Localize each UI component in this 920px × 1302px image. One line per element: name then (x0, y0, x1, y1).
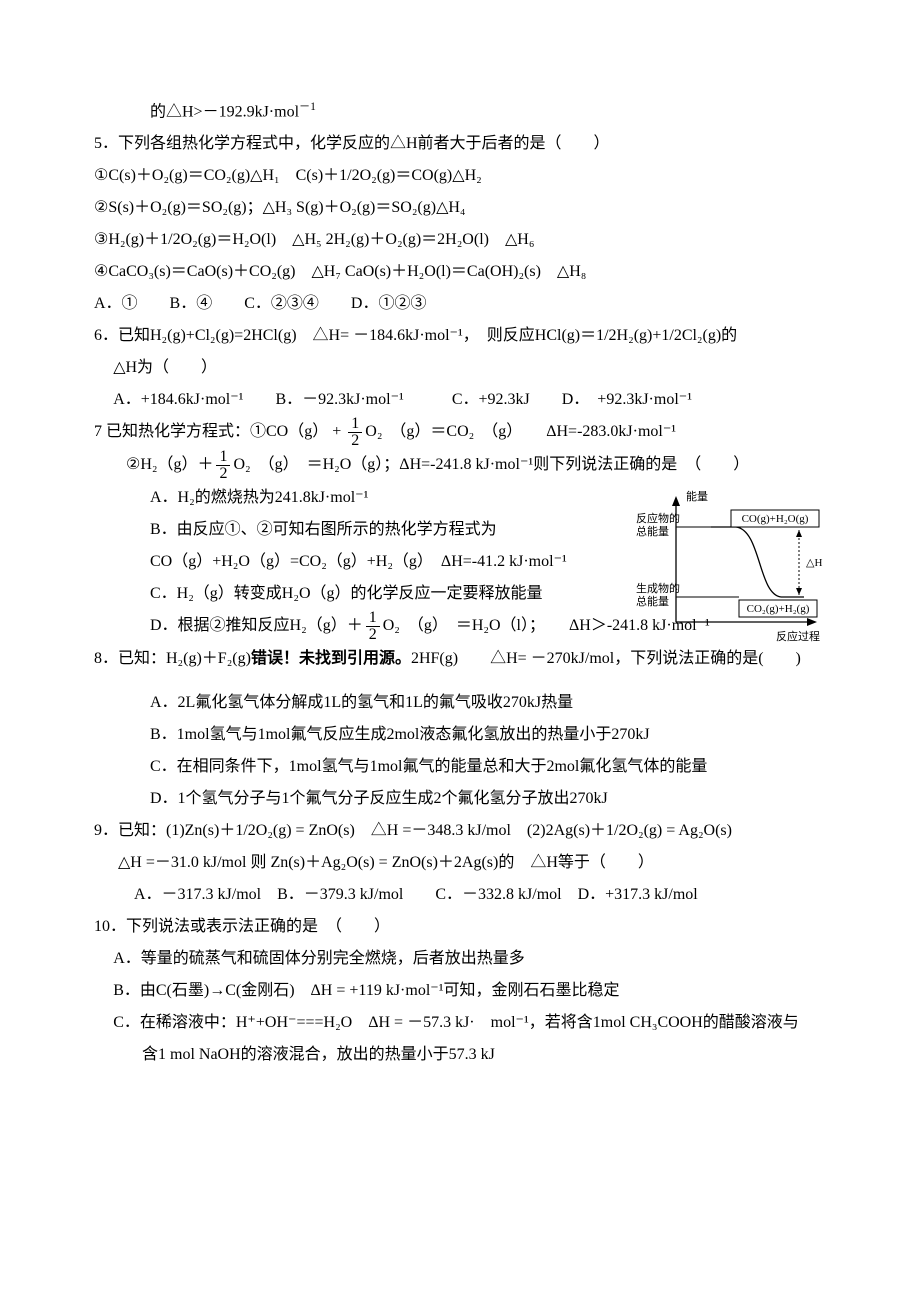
q8-optD: D．1个氢气分子与1个氟气分子反应生成2个氟化氢分子放出270kJ (94, 783, 826, 815)
q8-stem-b: 2HF(g) △H= －270kJ/mol，下列说法正确的是( ) (411, 650, 801, 667)
q7-stem-pre: 7 已知热化学方程式：①CO（g） + (94, 424, 345, 441)
svg-text:总能量: 总能量 (636, 594, 669, 608)
svg-text:CO(g)+H₂O(g): CO(g)+H₂O(g) (742, 513, 809, 525)
q7-line2-pre: ②H₂（g）＋ (126, 457, 213, 474)
q5-eq2: ②S(s)＋O₂(g)＝SO₂(g)；△H₃ S(g)＋O₂(g)＝SO₂(g)… (94, 192, 826, 224)
q10-optC2: 含1 mol NaOH的溶液混合，放出的热量小于57.3 kJ (94, 1039, 826, 1071)
q8-stem: 8．已知：H₂(g)＋F₂(g)错误！未找到引用源。2HF(g) △H= －27… (94, 643, 826, 675)
q7-frac-2: 12 (216, 449, 230, 482)
q5-eq1: ①C(s)＋O₂(g)＝CO₂(g)△H₁ C(s)＋1/2O₂(g)＝CO(g… (94, 160, 826, 192)
q7-frac-3: 12 (366, 610, 380, 643)
q10-optC1: C．在稀溶液中：H⁺+OH⁻===H₂O ΔH = －57.3 kJ· mol⁻… (94, 1007, 826, 1039)
q8-error-text: 错误！未找到引用源。 (251, 650, 411, 667)
q7-line2: ②H₂（g）＋12O₂ （g） ＝H₂O（g）；ΔH=-241.8 kJ·mol… (94, 449, 826, 482)
q7-stem: 7 已知热化学方程式：①CO（g） + 12O₂ （g）＝CO₂ （g） ΔH=… (94, 416, 826, 449)
q8-optA: A．2L氟化氢气体分解成1L的氢气和1L的氟气吸收270kJ热量 (94, 687, 826, 719)
spacer (94, 675, 826, 687)
q10-optB: B．由C(石墨)→C(金刚石) ΔH = +119 kJ·mol⁻¹可知，金刚石… (94, 975, 826, 1007)
q7-optD-pre: D．根据②推知反应H₂（g）＋ (150, 618, 363, 635)
q7-stem-post: O₂ （g）＝CO₂ （g） ΔH=-283.0kJ·mol⁻¹ (365, 424, 676, 441)
q8-stem-a: 8．已知：H₂(g)＋F₂(g) (94, 650, 251, 667)
q8-optB: B．1mol氢气与1mol氟气反应生成2mol液态氟化氢放出的热量小于270kJ (94, 719, 826, 751)
svg-text:总能量: 总能量 (636, 524, 669, 538)
q10-stem: 10．下列说法或表示法正确的是 （ ） (94, 911, 826, 943)
svg-text:△H: △H (806, 557, 822, 569)
q6-stem-a: 6．已知H₂(g)+Cl₂(g)=2HCl(g) △H= －184.6kJ·mo… (94, 320, 826, 352)
q6-options: A．+184.6kJ·mol⁻¹ B．－92.3kJ·mol⁻¹ C．+92.3… (94, 384, 826, 416)
q7-frac-1: 12 (348, 416, 362, 449)
q5-eq3: ③H₂(g)＋1/2O₂(g)＝H₂O(l) △H₅ 2H₂(g)＋O₂(g)＝… (94, 224, 826, 256)
svg-text:反应物的: 反应物的 (636, 511, 680, 525)
q10-optA: A．等量的硫蒸气和硫固体分别完全燃烧，后者放出热量多 (94, 943, 826, 975)
q5-stem: 5．下列各组热化学方程式中，化学反应的△H前者大于后者的是（ ） (94, 128, 826, 160)
q6-stem-b: △H为（ ） (94, 352, 826, 384)
q9-stem-a: 9．已知：(1)Zn(s)＋1/2O₂(g) = ZnO(s) △H =－348… (94, 815, 826, 847)
svg-text:反应过程: 反应过程 (776, 629, 820, 643)
q8-optC: C．在相同条件下，1mol氢气与1mol氟气的能量总和大于2mol氟化氢气体的能… (94, 751, 826, 783)
q7-block: 7 已知热化学方程式：①CO（g） + 12O₂ （g）＝CO₂ （g） ΔH=… (94, 416, 826, 643)
q5-eq4: ④CaCO₃(s)＝CaO(s)＋CO₂(g) △H₇ CaO(s)＋H₂O(l… (94, 256, 826, 288)
q7-line2-post: O₂ （g） ＝H₂O（g）；ΔH=-241.8 kJ·mol⁻¹则下列说法正确… (233, 457, 749, 474)
q9-stem-b: △H =－31.0 kJ/mol 则 Zn(s)＋Ag₂O(s) = ZnO(s… (94, 847, 826, 879)
q5-options: A．① B．④ C．②③④ D．①②③ (94, 288, 826, 320)
q9-options: A．－317.3 kJ/mol B．－379.3 kJ/mol C．－332.8… (94, 879, 826, 911)
svg-text:能量: 能量 (686, 489, 708, 503)
q4-tail: 的△H>－192.9kJ·mol－1 (94, 96, 826, 128)
q4-tail-sup: －1 (299, 101, 316, 113)
q7-energy-diagram: CO(g)+H₂O(g) CO₂(g)+H₂(g) △H 能量 反应过程 反应物… (636, 482, 826, 647)
svg-text:生成物的: 生成物的 (636, 581, 680, 595)
svg-text:CO₂(g)+H₂(g): CO₂(g)+H₂(g) (747, 603, 810, 615)
q4-tail-text: 的△H>－192.9kJ·mol (150, 103, 299, 120)
